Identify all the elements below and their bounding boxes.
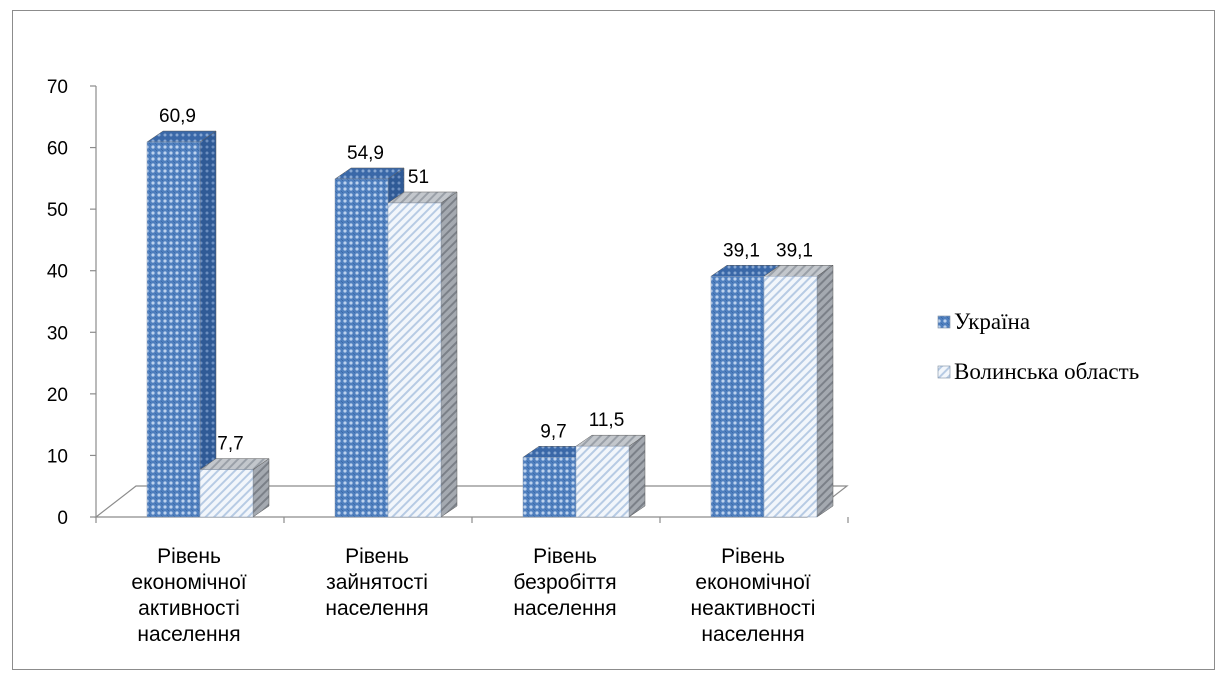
y-tick-label: 0 (57, 508, 68, 529)
data-label: 11,5 (589, 410, 625, 431)
legend-label: Україна (954, 309, 1030, 334)
legend-swatch (937, 315, 951, 329)
category-label-line: економічної (695, 571, 810, 594)
y-tick-label: 10 (47, 446, 68, 467)
category-label-line: активності (138, 597, 240, 620)
data-label: 51 (408, 167, 429, 188)
data-label: 39,1 (776, 240, 813, 261)
bar (146, 130, 217, 518)
category-label-line: Рівень (533, 545, 597, 568)
bar-front (522, 457, 577, 518)
bar-front (575, 445, 630, 518)
bar (575, 434, 646, 518)
y-tick-label: 70 (47, 77, 68, 98)
bar-front (146, 141, 201, 518)
category-label: Рівень зайнятості населення (325, 545, 428, 620)
category-label: Рівень економічної активності населення (131, 545, 246, 646)
bar-front (199, 469, 254, 518)
chart-frame (12, 10, 1215, 670)
bar-front (387, 202, 442, 518)
category-label: Рівень безробіття населення (513, 545, 616, 620)
data-label: 9,7 (540, 421, 566, 442)
bar (387, 191, 458, 518)
bar-front (334, 178, 389, 518)
legend-swatch (937, 365, 951, 379)
category-label-line: безробіття (513, 571, 616, 594)
bar-side (199, 130, 217, 518)
data-label: 7,7 (217, 434, 243, 455)
category-label-line: зайнятості (326, 571, 428, 594)
category-label-line: населення (137, 623, 240, 646)
data-label: 39,1 (723, 240, 760, 261)
category-label-line: Рівень (157, 545, 221, 568)
y-tick-label: 40 (47, 262, 68, 283)
bar-front (763, 276, 818, 518)
bar-side (816, 264, 834, 518)
category-label-line: Рівень (721, 545, 785, 568)
data-label: 60,9 (159, 106, 196, 127)
category-label-line: населення (701, 623, 804, 646)
category-label-line: населення (325, 597, 428, 620)
legend-label: Волинська область (954, 359, 1139, 384)
bar-front (710, 276, 765, 518)
data-label: 54,9 (347, 143, 384, 164)
y-tick-label: 20 (47, 385, 68, 406)
y-tick-label: 60 (47, 139, 68, 160)
bar-side (628, 434, 646, 518)
category-label-line: Рівень (345, 545, 409, 568)
category-label-line: неактивності (691, 597, 816, 620)
category-label: Рівень економічної неактивності населення (691, 545, 816, 646)
category-label-line: економічної (131, 571, 246, 594)
bar (763, 264, 834, 518)
bar (199, 458, 270, 518)
bar-side (440, 191, 458, 518)
y-tick-label: 30 (47, 323, 68, 344)
category-label-line: населення (513, 597, 616, 620)
y-tick-label: 50 (47, 200, 68, 221)
